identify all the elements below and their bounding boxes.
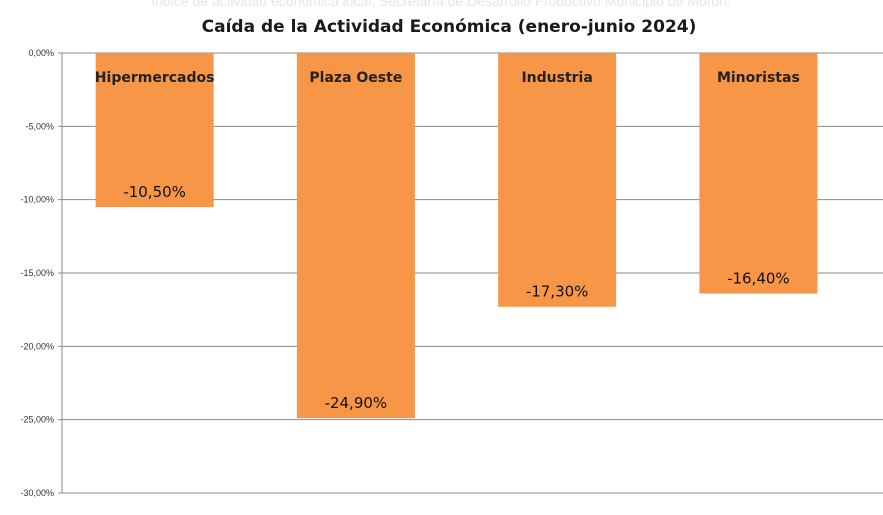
labels: Hipermercados -10,50% Plaza Oeste -24,90% In…: [95, 70, 800, 412]
bar: [498, 53, 617, 307]
source-note: Índice de actividad económica local. Sec…: [151, 0, 731, 9]
y-tick-label: -15,00%: [20, 268, 54, 278]
y-tick-label: -5,00%: [25, 121, 54, 131]
chart-title: Caída de la Actividad Económica (enero-j…: [202, 17, 697, 37]
bar: [296, 53, 415, 419]
data-label: -24,90%: [325, 394, 388, 412]
data-label: -17,30%: [526, 283, 589, 301]
bar: [699, 53, 818, 294]
y-tick-label: -20,00%: [20, 341, 54, 351]
y-tick-label: 0,00%: [28, 48, 54, 58]
data-label: -16,40%: [727, 270, 790, 288]
bar: [95, 53, 214, 207]
y-axis: 0,00% -5,00% -10,00% -15,00% -20,00% -25,00% -…: [20, 48, 63, 498]
category-label: Industria: [521, 70, 592, 86]
category-label: Plaza Oeste: [309, 70, 402, 86]
y-tick-label: -30,00%: [20, 488, 54, 498]
data-label: -10,50%: [123, 183, 186, 201]
category-label: Minoristas: [717, 70, 800, 86]
y-tick-label: -10,00%: [20, 195, 54, 205]
y-tick-label: -25,00%: [20, 415, 54, 425]
bars: [95, 53, 818, 419]
category-label: Hipermercados: [95, 70, 215, 86]
